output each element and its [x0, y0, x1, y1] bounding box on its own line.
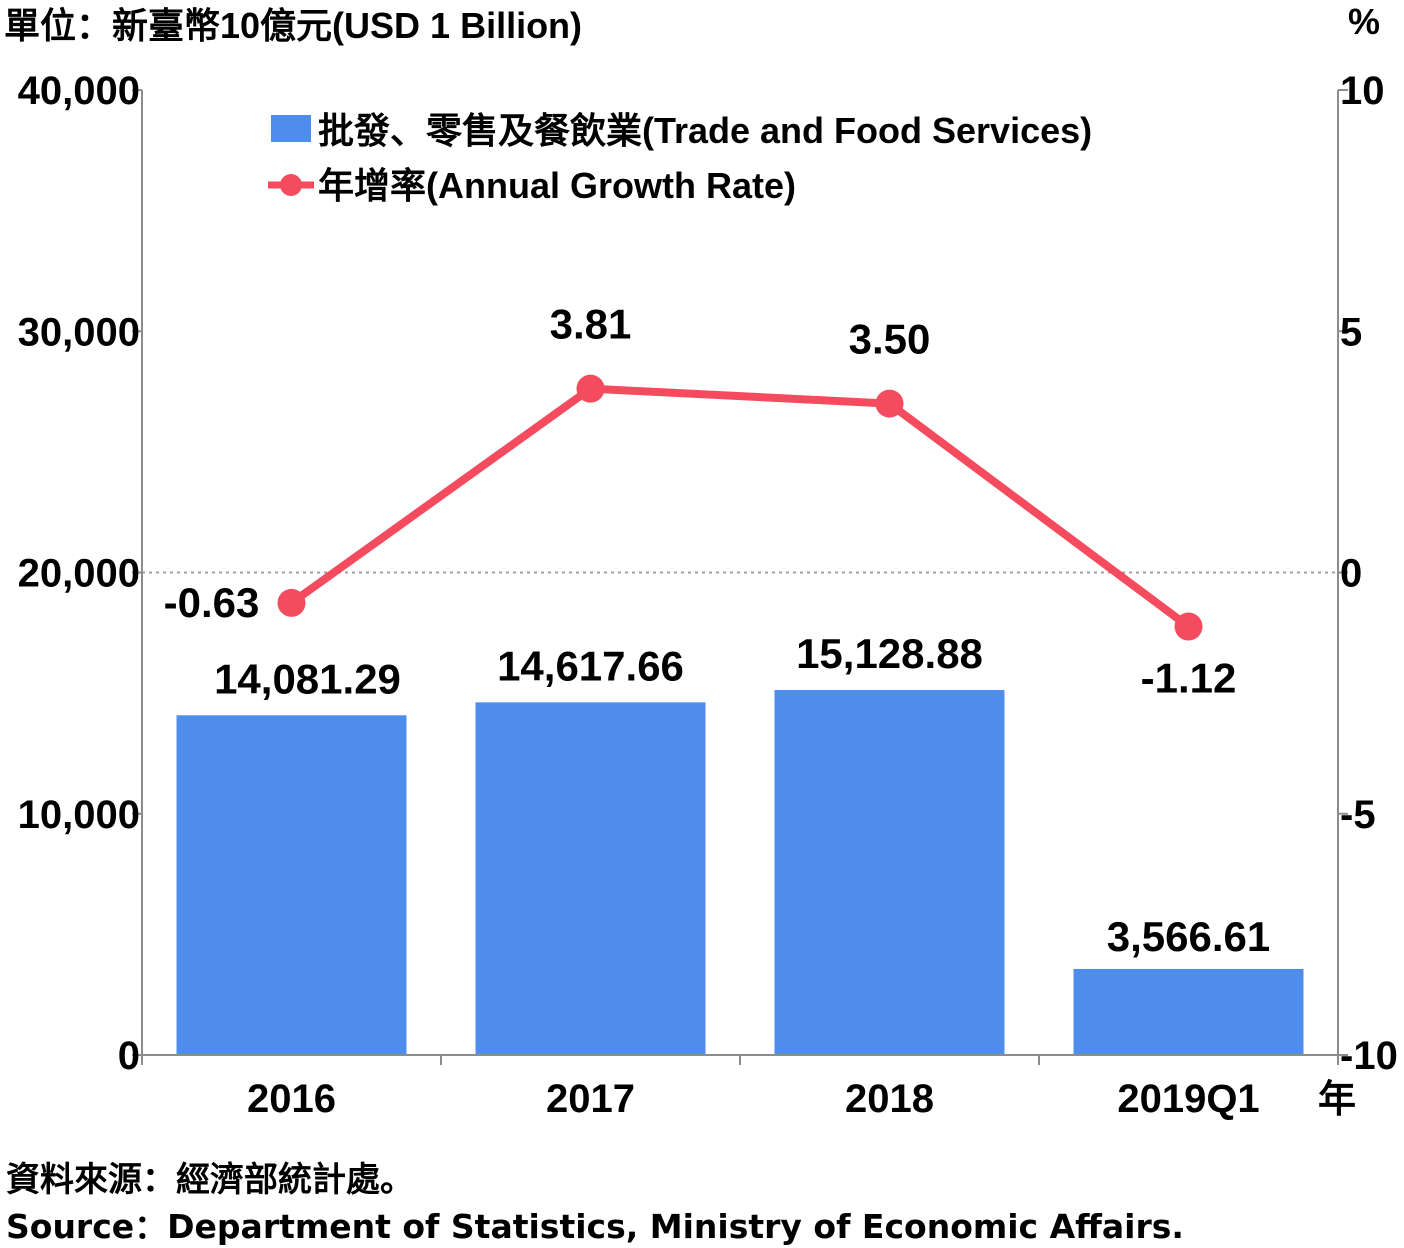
- left-tick-label-4: 40,000: [18, 69, 140, 113]
- left-tick-label-3: 30,000: [18, 310, 140, 354]
- growth-point-2019Q1: [1174, 612, 1203, 641]
- x-axis-unit-label: 年: [1318, 1079, 1356, 1121]
- growth-point-2017: [576, 374, 605, 403]
- growth-value-label-2016: -0.63: [164, 579, 260, 626]
- source-en: Source：Department of Statistics, Ministr…: [6, 1207, 1184, 1246]
- source-zh: 資料來源：經濟部統計處。: [6, 1160, 414, 1200]
- x-tick-label-2017: 2017: [546, 1077, 635, 1121]
- growth-value-label-2019Q1: -1.12: [1141, 655, 1237, 702]
- unit-label-left: 單位：新臺幣10億元(USD 1 Billion): [4, 5, 582, 46]
- line-layer: [277, 374, 1203, 641]
- bar-2016: [176, 715, 407, 1055]
- bar-2019Q1: [1073, 968, 1304, 1055]
- x-tick-label-2016: 2016: [247, 1077, 336, 1121]
- left-tick-label-2: 20,000: [18, 552, 140, 596]
- x-tick-label-2019Q1: 2019Q1: [1117, 1077, 1259, 1121]
- bar-2017: [475, 702, 706, 1055]
- right-tick-label-2: 0: [1340, 552, 1362, 596]
- legend-bar-swatch: [271, 115, 311, 142]
- growth-point-2018: [875, 389, 904, 418]
- bar-value-label-2016: 14,081.29: [214, 655, 401, 702]
- right-tick-label-1: -5: [1340, 793, 1376, 837]
- growth-value-label-2017: 3.81: [550, 301, 632, 348]
- bars-layer: [176, 690, 1304, 1055]
- bar-value-label-2019Q1: 3,566.61: [1107, 913, 1271, 960]
- growth-rate-line: [289, 384, 1191, 630]
- right-tick-label-0: -10: [1340, 1034, 1398, 1078]
- axes-layer: 0 10,000 20,000 30,000 40,000 -10 -5 0 5 10 2016 20…: [18, 69, 1398, 1121]
- legend: 批發、零售及餐飲業(Trade and Food Services) 年增率(A…: [268, 110, 1092, 206]
- right-tick-label-4: 10: [1340, 69, 1385, 113]
- right-tick-label-3: 5: [1340, 310, 1362, 354]
- legend-line-label: 年增率(Annual Growth Rate): [318, 165, 796, 206]
- legend-line-marker: [280, 174, 302, 196]
- growth-value-label-2018: 3.50: [849, 316, 931, 363]
- left-tick-label-1: 10,000: [18, 793, 140, 837]
- labels-layer: 14,081.29 14,617.66 15,128.88 3,566.61 -0.63…: [164, 301, 1271, 960]
- bar-value-label-2017: 14,617.66: [497, 642, 684, 689]
- unit-label-right: %: [1348, 1, 1380, 42]
- growth-point-2016: [277, 588, 306, 617]
- bar-value-label-2018: 15,128.88: [796, 630, 983, 677]
- left-tick-label-0: 0: [118, 1034, 140, 1078]
- legend-bar-label: 批發、零售及餐飲業(Trade and Food Services): [318, 110, 1092, 151]
- bar-2018: [774, 690, 1005, 1055]
- x-tick-label-2018: 2018: [845, 1077, 934, 1121]
